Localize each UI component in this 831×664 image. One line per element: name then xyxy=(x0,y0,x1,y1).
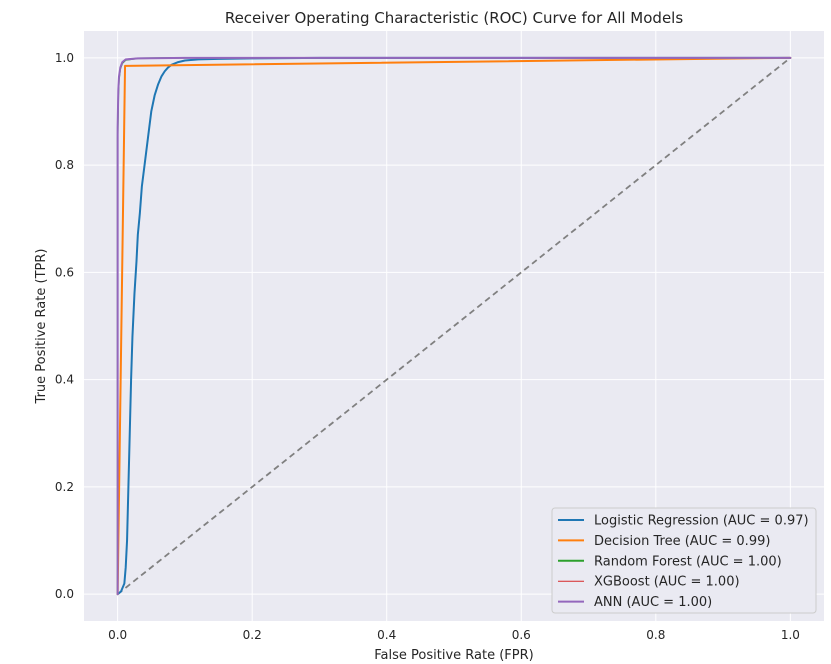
legend-label: Decision Tree (AUC = 0.99) xyxy=(594,534,770,549)
tick-labels: 0.0 0.2 0.4 0.6 0.8 1.0 0.0 0.2 0.4 0.6 0.8 1.0 xyxy=(55,51,800,642)
y-tick-label: 0.6 xyxy=(55,265,74,279)
x-tick-label: 0.8 xyxy=(646,628,665,642)
chart-title: Receiver Operating Characteristic (ROC) … xyxy=(225,9,684,27)
x-tick-label: 0.2 xyxy=(243,628,262,642)
x-tick-label: 0.6 xyxy=(512,628,531,642)
y-tick-label: 0.8 xyxy=(55,158,74,172)
grid xyxy=(84,31,824,621)
series-line-5 xyxy=(116,56,792,596)
legend-label: Random Forest (AUC = 1.00) xyxy=(594,554,782,569)
x-tick-label: 0.0 xyxy=(108,628,127,642)
reference-line xyxy=(117,57,791,595)
x-tick-label: 0.4 xyxy=(377,628,396,642)
series-lines xyxy=(116,56,792,596)
legend-label: XGBoost (AUC = 1.00) xyxy=(594,575,740,590)
legend: Logistic Regression (AUC = 0.97) Decision… xyxy=(551,507,817,614)
legend-box xyxy=(551,507,817,614)
y-tick-label: 0.0 xyxy=(55,587,74,601)
series-line-2 xyxy=(116,56,792,596)
legend-label: ANN (AUC = 1.00) xyxy=(594,595,712,610)
series-line-1 xyxy=(116,56,792,596)
x-tick-label: 1.0 xyxy=(781,628,800,642)
y-tick-label: 0.4 xyxy=(55,373,74,387)
legend-label: Logistic Regression (AUC = 0.97) xyxy=(594,514,809,529)
y-tick-label: 0.2 xyxy=(55,480,74,494)
x-axis-label: False Positive Rate (FPR) xyxy=(374,648,533,663)
reference-diagonal-line xyxy=(117,57,791,595)
y-axis-label: True Positive Rate (TPR) xyxy=(34,249,49,405)
y-tick-label: 1.0 xyxy=(55,51,74,65)
